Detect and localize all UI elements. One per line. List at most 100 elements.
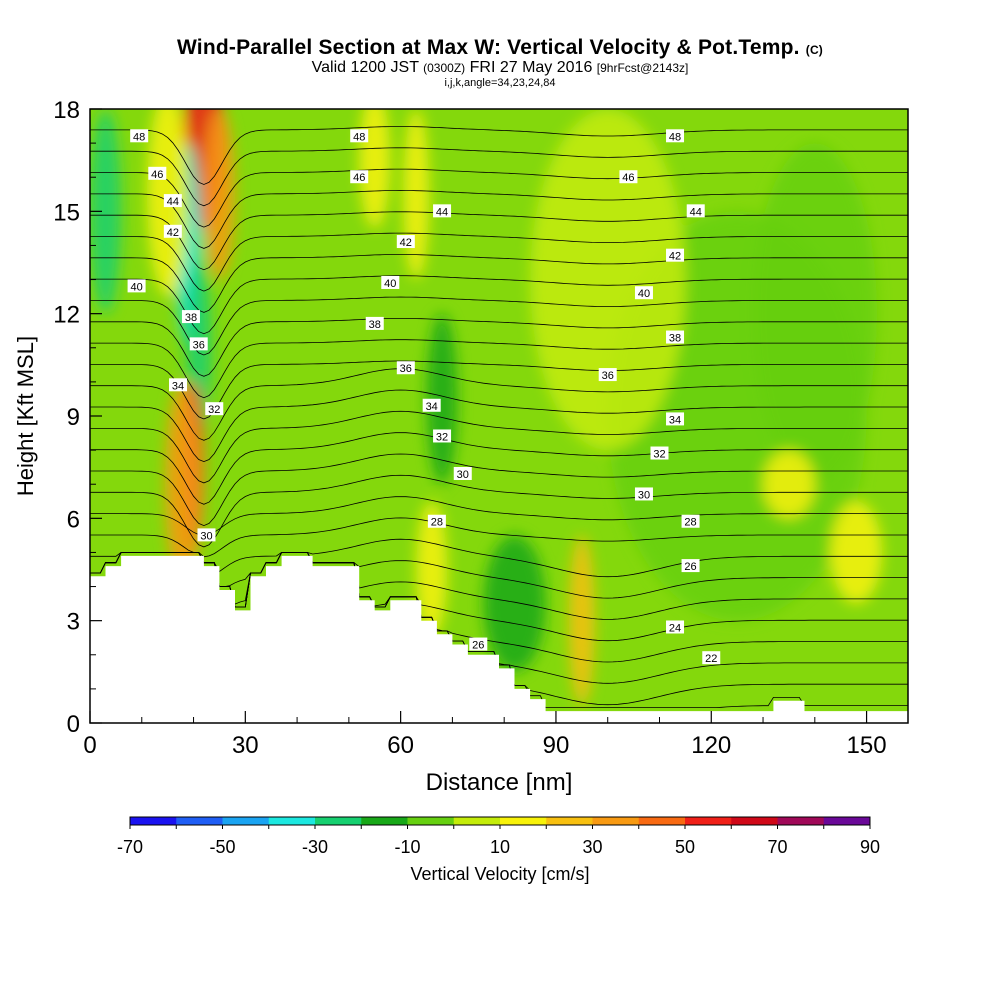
theta-contour-46 [90,189,908,249]
forecast-info: [9hrFcst@2143z] [596,61,689,75]
colorbar-segment [222,817,270,825]
y-tick-label: 15 [53,199,80,226]
theta-contour-42 [90,275,908,335]
contour-label: 38 [369,319,381,331]
contour-label: 48 [669,131,681,143]
contour-label-box [469,637,488,651]
y-tick-label: 12 [53,302,80,329]
colorbar-tick-label: -70 [117,837,143,857]
chart-subtitle: Valid 1200 JST (0300Z) FRI 27 May 2016 [… [0,59,1000,77]
contour-label: 30 [638,489,650,501]
colorbar-segment [592,817,640,825]
velocity-region-8 [359,109,391,229]
x-tick-label: 90 [543,732,570,759]
velocity-region-17 [763,450,815,519]
contour-label-box [453,466,472,480]
contour-label-box [634,286,653,300]
velocity-region-18 [830,501,883,604]
contour-label: 30 [457,469,469,481]
contour-label-box [634,487,653,501]
terrain-mask [90,555,908,723]
colorbar-tick-label: -30 [302,837,328,857]
theta-contour-43 [90,254,908,313]
contour-label: 42 [167,227,179,239]
contour-label-box [650,446,669,460]
velocity-region-15 [752,143,877,485]
theta-contour-45 [90,211,908,271]
contour-label-box [169,378,188,392]
contour-label-box [163,224,182,238]
contour-label: 40 [130,281,142,293]
contour-label: 34 [669,414,681,426]
contour-label: 28 [684,517,696,529]
colorbar-tick-label: 10 [490,837,510,857]
contour-label-box [181,310,200,324]
contour-label: 46 [622,172,634,184]
section-indices: i,j,k,angle=34,23,24,84 [444,77,556,89]
contour-label: 22 [705,653,717,665]
contour-label-box [681,514,700,528]
y-tick-label: 0 [67,711,80,738]
colorbar-segment [453,817,501,825]
y-tick-label: 18 [53,97,80,124]
contour-label: 34 [172,380,184,392]
contour-label: 48 [133,131,145,143]
contour-label: 36 [193,339,205,351]
colorbar-tick-label: -10 [394,837,420,857]
theta-contour-33 [90,453,908,527]
colorbar-tick-label: 30 [582,837,602,857]
colorbar-segment [685,817,732,825]
contour-label-box [666,248,685,262]
contour-label: 32 [436,431,448,443]
contour-label: 46 [151,169,163,181]
contour-labels: 48 46 44 42 40 38 36 34 32 30 48 46 44 42 40 38 36 34 32 30… [127,129,721,665]
theta-contour-31 [90,496,908,536]
contour-label: 32 [208,404,220,416]
contour-label-box [189,337,208,351]
contour-label-box [681,559,700,573]
contour-label: 44 [167,196,179,208]
contour-label: 44 [436,206,448,218]
contour-label-box [163,194,182,208]
y-axis-label: Height [Kft MSL] [13,336,38,496]
colorbar-segment [777,817,825,825]
contour-label-box [197,528,216,542]
contour-label-box [205,402,224,416]
velocity-region-5 [165,381,202,587]
contour-label-box [666,412,685,426]
chart-title-main: Wind-Parallel Section at Max W: Vertical… [176,36,800,59]
contour-label: 32 [653,449,665,461]
colorbar-segment [546,817,593,825]
colorbar-tick-label: 50 [675,837,695,857]
contour-label-box [396,361,415,375]
colorbar-segment [361,817,408,825]
y-tick-label: 3 [67,609,80,636]
contour-label-box [598,368,617,382]
contour-label-box [702,651,721,665]
theta-contour-34 [90,432,908,505]
theta-contour-41 [90,296,908,356]
x-tick-label: 30 [232,732,259,759]
contour-label: 26 [684,561,696,573]
terrain [90,555,908,723]
contour-label: 40 [384,278,396,290]
contour-label: 26 [472,640,484,652]
contour-label: 34 [426,401,438,413]
velocity-region-9 [403,109,430,280]
contour-label: 36 [602,370,614,382]
valid-utc: (0300Z) [423,61,466,75]
theta-contour-29 [90,538,908,578]
velocity-region-13 [568,535,595,706]
theta-contour-32 [90,474,908,548]
colorbar-tick-label: 90 [860,837,880,857]
contour-label-box [666,129,685,143]
contour-label: 30 [200,530,212,542]
colorbar-segment [731,817,778,825]
theta-contour-28 [90,552,908,599]
contour-label-box [619,170,638,184]
contour-label-box [666,330,685,344]
velocity-region-16 [530,109,686,451]
y-tick-label: 9 [67,404,80,431]
contour-label-box [381,275,400,289]
contour-label: 40 [638,288,650,300]
